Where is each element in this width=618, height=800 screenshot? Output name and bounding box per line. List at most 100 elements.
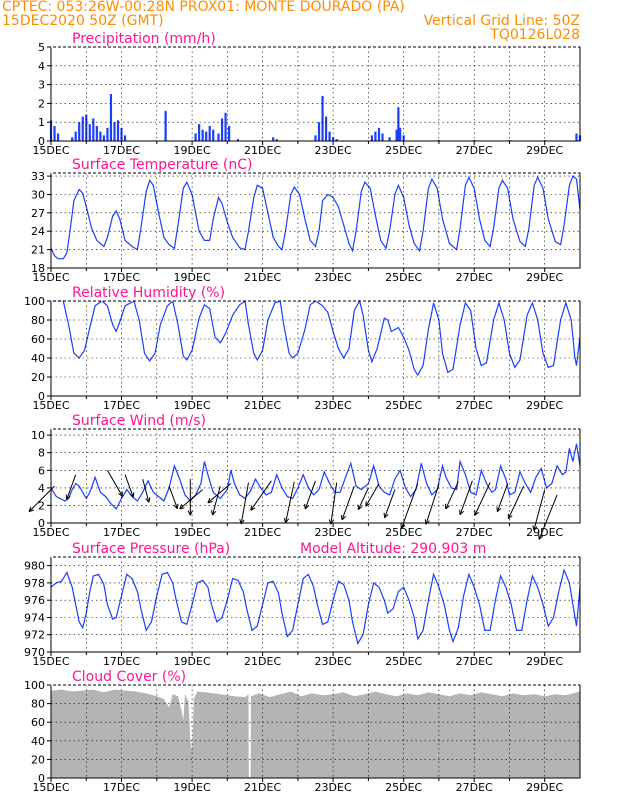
precip-bar [335,139,338,141]
cloud-point [290,691,292,692]
cloud-point [565,694,567,696]
pres-frame [50,556,581,653]
precip-bar [228,125,231,141]
cloud-point [544,695,545,697]
x-tick-label: 25DEC [385,271,422,284]
cloud-point [343,692,345,693]
wind-arrow [211,485,221,516]
precip-bar [397,107,400,141]
x-tick-label: 25DEC [385,655,422,668]
cloud-point [406,693,408,694]
x-tick-label: 29DEC [526,271,563,284]
precip-bar [106,127,109,141]
precip-bar [317,122,321,141]
y-tick-label: 0 [38,772,45,785]
header-line2-right: Vertical Grid Line: 50Z [423,13,580,29]
cloud-point [177,695,179,697]
wind-arrow [106,470,123,497]
cloud-point [205,692,207,693]
y-tick-label: 60 [31,333,45,346]
x-tick-label: 29DEC [526,399,563,412]
x-tick-label: 15DEC [32,271,69,284]
temp-title: Surface Temperature (nC) [72,157,253,173]
cloud-point [396,695,397,697]
x-tick-label: 25DEC [385,399,422,412]
cloud-point [248,694,249,695]
x-tick-label: 17DEC [103,399,140,412]
y-tick-label: 4 [38,60,45,73]
cloud-point [428,692,429,693]
precip-bar [208,125,211,141]
x-tick-label: 23DEC [315,526,352,539]
cloud-point [234,695,235,697]
precip-bar [53,125,56,141]
cloud-point [163,698,165,700]
y-tick-label: 0 [38,390,45,403]
x-tick-label: 25DEC [385,144,422,157]
x-tick-label: 17DEC [103,526,140,539]
x-tick-label: 27DEC [456,144,493,157]
precip-bar [370,135,374,141]
precip-bar [374,131,377,141]
precip-bar [102,135,105,141]
wind-frame [50,428,581,524]
precip-bar [399,127,402,141]
precip-bar [85,114,88,141]
pres-subtitle: Model Altitude: 290.903 m [300,541,486,557]
cloud-point [354,695,355,697]
cloud-point [301,695,302,697]
cloud-point [190,740,191,742]
x-tick-label: 23DEC [315,144,352,157]
cloud-point [184,694,186,695]
y-tick-label: 60 [31,716,45,729]
x-tick-label: 21DEC [244,399,281,412]
y-tick-label: 974 [24,612,45,625]
cloud-point [244,696,246,698]
precip-bar [321,95,324,141]
cloud-point [533,694,535,695]
x-tick-label: 19DEC [174,655,211,668]
x-tick-label: 19DEC [174,144,211,157]
cloud-point [523,694,524,696]
cloud-point [183,720,184,721]
y-tick-label: 0 [38,135,45,148]
pres-title: Surface Pressure (hPa) [72,541,230,557]
y-tick-label: 18 [31,262,45,275]
wind-arrow [365,483,380,507]
cloud-point [168,707,170,708]
wind-arrow [400,483,419,529]
cloud-point [156,695,158,697]
header-line2-left: 15DEC2020 50Z (GMT) [2,13,164,29]
x-tick-label: 27DEC [456,655,493,668]
x-tick-label: 15DEC [32,526,69,539]
x-tick-label: 19DEC [174,399,211,412]
cloud-point [124,690,126,691]
wind-arrow [538,494,558,540]
precip-bar [164,110,167,141]
x-tick-label: 19DEC [174,271,211,284]
y-tick-label: 0 [38,517,45,530]
x-tick-label: 15DEC [32,655,69,668]
x-tick-label: 17DEC [103,144,140,157]
precip-bar [220,118,224,141]
y-tick-label: 2 [38,97,45,110]
precip-bar [109,94,113,141]
x-tick-label: 23DEC [315,781,352,794]
precip-bar [71,137,74,141]
y-tick-label: 33 [31,170,45,183]
wind-arrow [507,485,525,520]
y-tick-label: 976 [24,594,45,607]
cloud-point [220,694,221,695]
cloud-panel: 0 20 40 60 80 100 15DEC 17DEC 19DEC 21DEC 23DEC 25D… [24,669,581,794]
precip-bar [275,139,278,141]
cloud-point [71,691,73,692]
y-tick-label: 8 [38,447,45,460]
cloud-point [555,694,556,695]
precip-frame [50,46,581,142]
precip-bar [217,133,220,141]
precip-bar [377,127,381,141]
x-tick-label: 17DEC [103,781,140,794]
wind-arrow [496,483,509,513]
temp-frame [50,172,581,269]
y-tick-label: 24 [31,225,45,238]
